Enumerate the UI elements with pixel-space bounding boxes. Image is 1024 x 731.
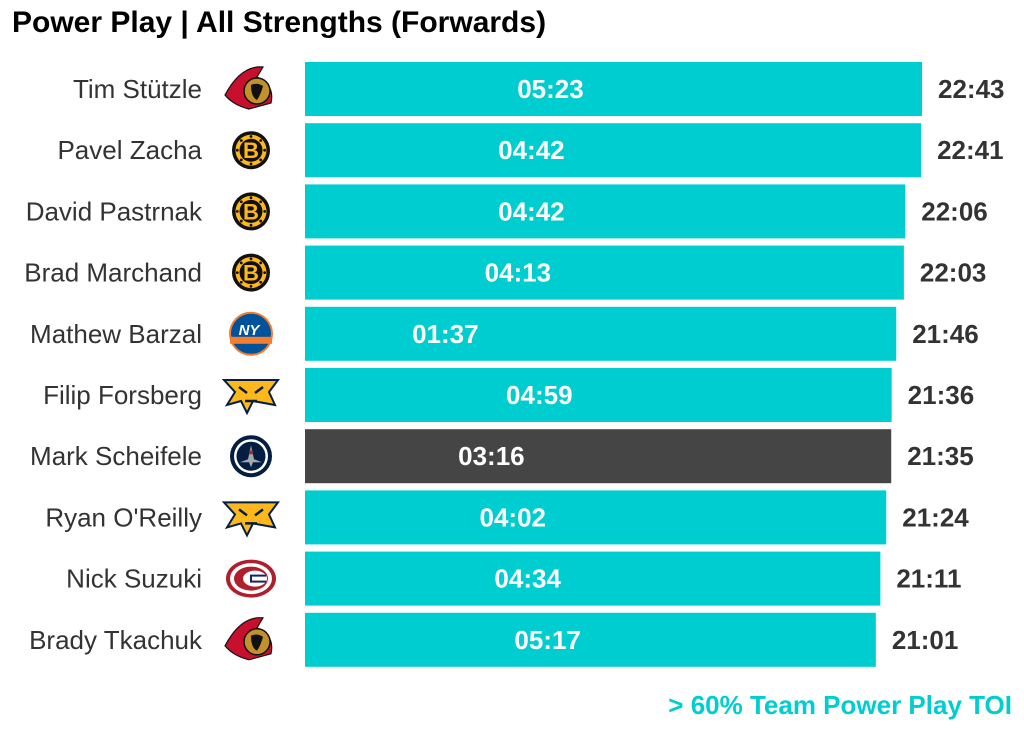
player-label: Pavel Zacha <box>57 135 202 165</box>
pp-toi-label: 04:13 <box>485 258 552 288</box>
winnipeg-jets-logo-icon <box>230 435 272 478</box>
total-toi-label: 21:36 <box>908 380 975 410</box>
pp-toi-label: 04:02 <box>480 502 547 532</box>
bar <box>305 123 922 178</box>
pp-toi-label: 01:37 <box>412 319 479 349</box>
bar <box>305 551 881 606</box>
total-toi-label: 21:46 <box>912 319 979 349</box>
bar <box>305 490 887 545</box>
pp-toi-label: 03:16 <box>458 441 525 471</box>
player-label: Ryan O'Reilly <box>45 502 202 532</box>
boston-bruins-logo-icon: B <box>232 131 270 170</box>
nashville-predators-logo-icon <box>221 501 280 538</box>
svg-text:NY: NY <box>239 322 262 339</box>
svg-text:B: B <box>243 261 259 286</box>
bar <box>305 612 876 667</box>
pp-toi-label: 04:42 <box>498 135 565 165</box>
boston-bruins-logo-icon: B <box>232 192 270 231</box>
svg-text:B: B <box>243 199 259 224</box>
svg-text:B: B <box>243 138 259 163</box>
nashville-predators-logo-icon <box>221 379 280 416</box>
bar <box>305 62 922 116</box>
ottawa-senators-logo-icon <box>224 617 273 661</box>
pp-toi-label: 05:17 <box>514 625 581 655</box>
player-label: Filip Forsberg <box>43 380 202 410</box>
pp-toi-label: 04:34 <box>494 564 561 594</box>
player-label: Brad Marchand <box>24 258 202 288</box>
legend-note: > 60% Team Power Play TOI <box>668 690 1012 720</box>
montreal-canadiens-logo-icon <box>226 559 276 598</box>
total-toi-label: 21:24 <box>902 502 969 532</box>
total-toi-label: 21:01 <box>892 625 959 655</box>
player-label: David Pastrnak <box>26 196 203 226</box>
ottawa-senators-logo-icon <box>224 66 273 110</box>
pp-toi-label: 05:23 <box>517 74 584 104</box>
new-york-islanders-logo-icon: NY <box>229 311 273 356</box>
bar <box>305 368 892 422</box>
total-toi-label: 22:06 <box>921 196 988 226</box>
total-toi-label: 22:03 <box>920 258 987 288</box>
player-label: Tim Stützle <box>73 74 202 104</box>
bar <box>305 184 906 239</box>
pp-toi-label: 04:42 <box>498 196 565 226</box>
player-label: Nick Suzuki <box>66 564 202 594</box>
pp-toi-label: 04:59 <box>506 380 573 410</box>
total-toi-label: 22:43 <box>938 74 1005 104</box>
boston-bruins-logo-icon: B <box>232 253 270 292</box>
chart-title: Power Play | All Strengths (Forwards) <box>12 6 547 39</box>
bar <box>305 306 897 361</box>
player-label: Mathew Barzal <box>30 319 202 349</box>
player-label: Mark Scheifele <box>30 441 202 471</box>
total-toi-label: 21:11 <box>896 564 961 594</box>
bar <box>305 429 892 484</box>
player-label: Brady Tkachuk <box>29 625 203 655</box>
bar <box>305 245 904 300</box>
total-toi-label: 21:35 <box>907 441 974 471</box>
total-toi-label: 22:41 <box>937 135 1004 165</box>
